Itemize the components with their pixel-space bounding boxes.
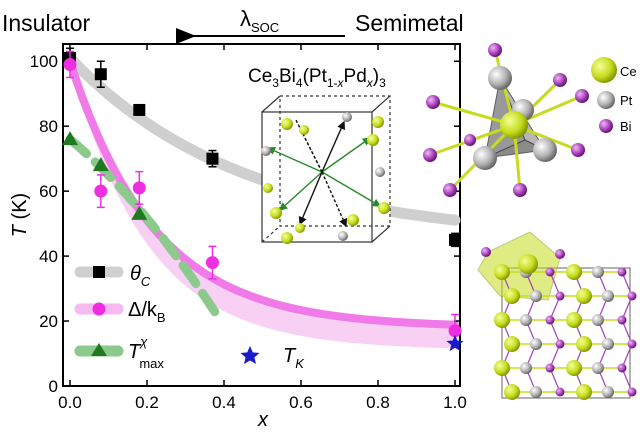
lattice-atom-ce	[504, 336, 520, 352]
legend-tk-label: TK	[283, 345, 305, 371]
lattice-atom-pt	[602, 386, 614, 398]
y-tick-label: 60	[39, 182, 58, 201]
data-point-tmax	[92, 157, 109, 172]
data-point-theta	[206, 152, 219, 165]
atom-ce-swatch	[591, 57, 617, 83]
y-tick-label: 20	[39, 312, 58, 331]
lattice-atom-bi	[545, 315, 555, 325]
y-tick-label: 40	[39, 247, 58, 266]
atom-pt-label: Pt	[620, 93, 633, 108]
lattice-atom-bi	[627, 291, 637, 301]
y-tick-label: 0	[49, 377, 58, 396]
data-marks	[62, 47, 464, 352]
x-tick-label: 1.0	[443, 393, 467, 412]
x-tick-label: 0.2	[135, 393, 159, 412]
legend: θC Δ/kB Tχ max TK	[74, 263, 305, 371]
crystal-cube-inset	[240, 94, 391, 244]
lattice-atom-bi	[481, 247, 491, 257]
y-tick-label: 80	[39, 117, 58, 136]
soc-subscript: SOC	[251, 20, 279, 35]
x-tick-label: 0.8	[366, 393, 390, 412]
lattice-atom-ce	[504, 384, 520, 400]
atom-ce-label: Ce	[620, 64, 637, 79]
legend-tk-marker	[240, 346, 260, 364]
data-point-tmax	[131, 205, 148, 220]
atom-bi-swatch	[599, 119, 613, 133]
compound-formula: Ce3Bi4(Pt1-xPdx)3	[248, 66, 386, 90]
soc-lambda: λ	[240, 6, 251, 31]
legend-tmax-label: Tχ max	[128, 334, 164, 371]
x-axis-label: x	[257, 409, 269, 431]
insulator-label: Insulator	[2, 10, 91, 36]
lattice-atom-bi	[555, 291, 565, 301]
x-tick-label: 0.6	[289, 393, 313, 412]
lattice-atom-ce	[576, 336, 592, 352]
y-axis-unit: (K)	[9, 193, 31, 225]
atom-pt-swatch	[597, 91, 615, 109]
atom-legend: Ce Pt Bi	[591, 57, 637, 134]
legend-theta-label: θC	[130, 263, 151, 289]
axis-ticks: 0.0 0.2 0.4 0.6 0.8 1.0 0 20 40 60 80 100	[30, 44, 467, 412]
legend-tmax-marker	[91, 343, 107, 356]
lattice-atom-pt	[592, 314, 604, 326]
data-point-tmax	[62, 131, 78, 146]
y-axis-label: T (K)	[9, 193, 31, 237]
lattice-atom-ce	[576, 288, 592, 304]
lattice-atom-bi	[627, 387, 637, 397]
lattice-atom-pt	[520, 314, 532, 326]
lattice-atom-bi	[555, 339, 565, 349]
lattice-atom-ce	[566, 312, 582, 328]
data-point-delta	[132, 181, 146, 195]
y-axis-T: T	[9, 223, 31, 237]
lattice-atom-pt	[530, 290, 542, 302]
atom-bi-label: Bi	[620, 119, 632, 134]
lattice-atom-bi	[555, 249, 565, 259]
data-point-delta	[205, 256, 219, 270]
lattice-atom-pt	[520, 362, 532, 374]
lattice-atom-pt	[530, 386, 542, 398]
lattice-atom-bi	[545, 363, 555, 373]
data-point-theta	[94, 68, 107, 81]
lattice-atom-ce	[504, 288, 520, 304]
data-point-delta	[63, 57, 77, 71]
lattice-atom-pt	[530, 338, 542, 350]
lattice-atom-bi	[627, 339, 637, 349]
lattice-atom-ce	[518, 254, 538, 274]
lattice-atom-bi	[555, 387, 565, 397]
lattice-atom-bi	[545, 267, 555, 277]
data-point-delta	[94, 184, 108, 198]
data-point-theta	[449, 233, 461, 246]
coordination-polyhedron	[423, 43, 589, 197]
data-point-theta	[133, 103, 146, 116]
semimetal-label: Semimetal	[355, 10, 464, 36]
soc-arrow-label: λSOC	[240, 6, 279, 35]
unit-cell-lattice	[477, 231, 637, 400]
lattice-atom-pt	[602, 338, 614, 350]
lattice-atom-ce	[494, 264, 510, 280]
lattice-atom-bi	[617, 315, 627, 325]
lattice-atom-ce	[566, 360, 582, 376]
data-point-tk	[446, 334, 464, 352]
lattice-atom-ce	[576, 384, 592, 400]
lattice-atom-bi	[617, 363, 627, 373]
legend-delta-marker	[92, 302, 106, 316]
lattice-atom-pt	[592, 266, 604, 278]
lattice-box	[501, 267, 631, 399]
legend-theta-marker	[93, 266, 105, 278]
lattice-atom-ce	[494, 312, 510, 328]
legend-delta-label: Δ/kB	[128, 299, 166, 325]
lattice-atom-bi	[617, 267, 627, 277]
data-point-delta	[448, 324, 462, 338]
y-tick-label: 100	[30, 52, 58, 71]
lattice-atom-pt	[592, 362, 604, 374]
x-tick-label: 0.0	[58, 393, 82, 412]
x-tick-label: 0.4	[212, 393, 236, 412]
plot-frame	[62, 43, 461, 387]
lattice-atom-pt	[602, 290, 614, 302]
lattice-atom-ce	[566, 264, 582, 280]
lattice-atom-ce	[494, 360, 510, 376]
